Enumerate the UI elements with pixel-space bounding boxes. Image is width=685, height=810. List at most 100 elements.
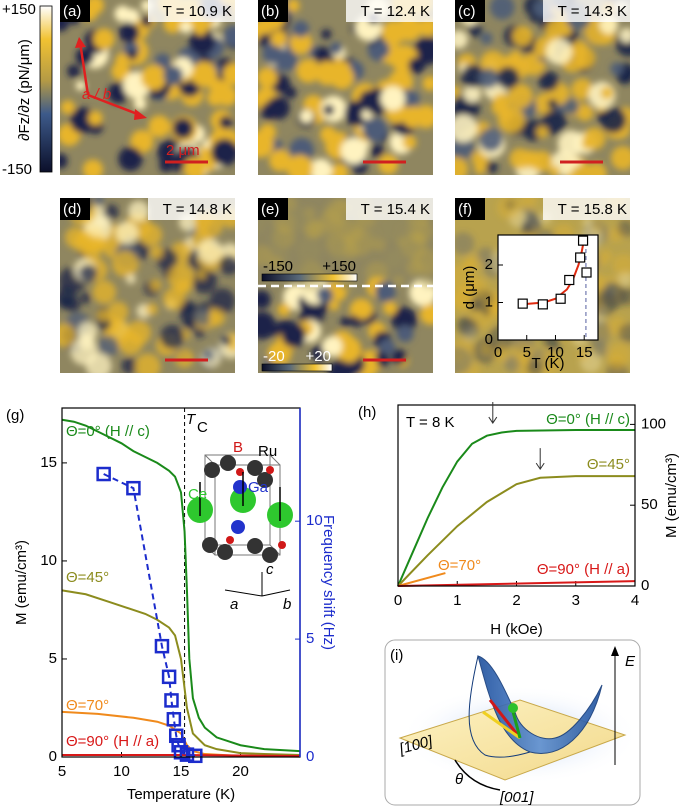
texture-blob xyxy=(319,126,337,143)
y-tick-label: 50 xyxy=(641,496,658,513)
texture-blob xyxy=(183,156,207,175)
texture-blob xyxy=(150,245,164,259)
data-point xyxy=(188,748,203,764)
y-tick-label: 2 xyxy=(485,256,493,273)
texture-blob xyxy=(547,98,558,110)
texture-blob xyxy=(269,256,283,271)
ga-atom xyxy=(231,520,245,534)
texture-blob xyxy=(259,123,276,141)
y2-axis-label: Frequency shift (Hz) xyxy=(320,515,337,650)
texture-blob xyxy=(536,125,549,138)
texture-blob xyxy=(85,353,112,373)
texture-blob xyxy=(316,286,333,303)
mfm-image: (c) T = 14.3 K xyxy=(455,0,630,175)
axes-label: a / b xyxy=(82,86,111,103)
panel-label: (e) xyxy=(261,201,279,218)
texture-blob xyxy=(314,46,332,64)
texture-blob xyxy=(619,28,630,43)
texture-blob xyxy=(60,323,76,348)
series-label: Θ=70° xyxy=(66,697,109,714)
chart: 0 5 10 15 0 1 2 T (K) d (μm) xyxy=(461,234,599,372)
x-axis-label: T (K) xyxy=(531,355,564,372)
panel-label: (b) xyxy=(261,3,279,20)
b-atom xyxy=(266,466,274,474)
data-point xyxy=(96,466,111,482)
texture-blob xyxy=(455,114,478,143)
label-box xyxy=(258,198,288,220)
texture-blob xyxy=(618,285,630,306)
data-point xyxy=(126,480,141,496)
texture-blob xyxy=(459,318,480,339)
temp-box xyxy=(346,0,433,22)
texture-blob xyxy=(64,226,87,249)
texture-blob xyxy=(462,257,475,270)
texture-blob xyxy=(145,303,158,316)
panel-label: (c) xyxy=(458,3,476,20)
y-tick-label: 10 xyxy=(40,552,57,569)
texture-blob xyxy=(184,317,198,331)
texture-blob xyxy=(610,61,624,76)
texture-blob xyxy=(111,250,139,278)
temperature-label: T = 14.3 K xyxy=(558,3,627,20)
data-point xyxy=(575,252,586,263)
colorbar-label: ∂Fz/∂z (pN/μm) xyxy=(16,39,33,141)
series-line xyxy=(61,589,301,757)
panel-label: (g) xyxy=(6,407,24,424)
texture-blob xyxy=(174,348,194,368)
x-tick-label: 5 xyxy=(523,344,531,361)
texture-blob xyxy=(118,146,143,172)
series-line xyxy=(397,429,635,587)
panel-label: (d) xyxy=(63,201,81,218)
energy-label: E xyxy=(625,653,636,670)
axis-arrows xyxy=(78,41,141,117)
series-line xyxy=(397,580,636,587)
series-label: Θ=70° xyxy=(438,557,481,574)
texture-blob xyxy=(85,0,104,15)
data-point xyxy=(166,712,182,727)
x-axis-label: H (kOe) xyxy=(490,621,543,638)
angle-label: θ xyxy=(455,771,463,788)
texture-blob xyxy=(194,307,213,327)
texture-blob xyxy=(277,303,291,317)
texture-blob xyxy=(163,65,184,86)
temp-box xyxy=(543,0,630,22)
texture-blob xyxy=(383,301,397,315)
texture-blob xyxy=(455,85,461,97)
texture-blob xyxy=(455,30,468,49)
data-point xyxy=(517,298,528,309)
temperature-label: T = 14.8 K xyxy=(163,201,232,218)
texture-blob xyxy=(115,53,129,68)
texture-blob xyxy=(103,204,119,220)
y2-tick-label: 10 xyxy=(306,512,323,529)
texture-blob xyxy=(82,159,104,175)
data-point xyxy=(577,235,589,246)
mfm-image: (b) T = 12.4 K xyxy=(258,0,433,175)
texture-blob xyxy=(600,107,627,134)
texture-blob xyxy=(97,308,110,322)
b-atom xyxy=(278,541,286,549)
x-tick-label: 20 xyxy=(232,763,249,780)
temperature-label: T = 10.9 K xyxy=(163,3,232,20)
x-tick-label: 10 xyxy=(547,344,564,361)
texture-blob xyxy=(121,357,138,373)
texture-blob xyxy=(461,64,485,88)
inset-label: B xyxy=(233,439,243,456)
ru-atom xyxy=(247,538,263,554)
panel-label: (a) xyxy=(63,3,81,20)
panel-label: (i) xyxy=(390,647,403,664)
texture-blob xyxy=(617,219,630,238)
panel-label: (f) xyxy=(458,201,472,218)
texture-blob xyxy=(219,115,233,130)
texture-blob xyxy=(79,292,92,304)
label-box xyxy=(258,0,288,22)
texture-blob xyxy=(209,288,235,315)
texture-blob xyxy=(114,5,131,22)
texture-blob xyxy=(371,40,390,59)
texture-blob xyxy=(167,263,195,291)
series-label: Θ=45° xyxy=(66,569,109,586)
tc-subscript: C xyxy=(197,419,208,436)
texture-blob xyxy=(289,31,313,55)
texture-blob xyxy=(545,38,573,65)
